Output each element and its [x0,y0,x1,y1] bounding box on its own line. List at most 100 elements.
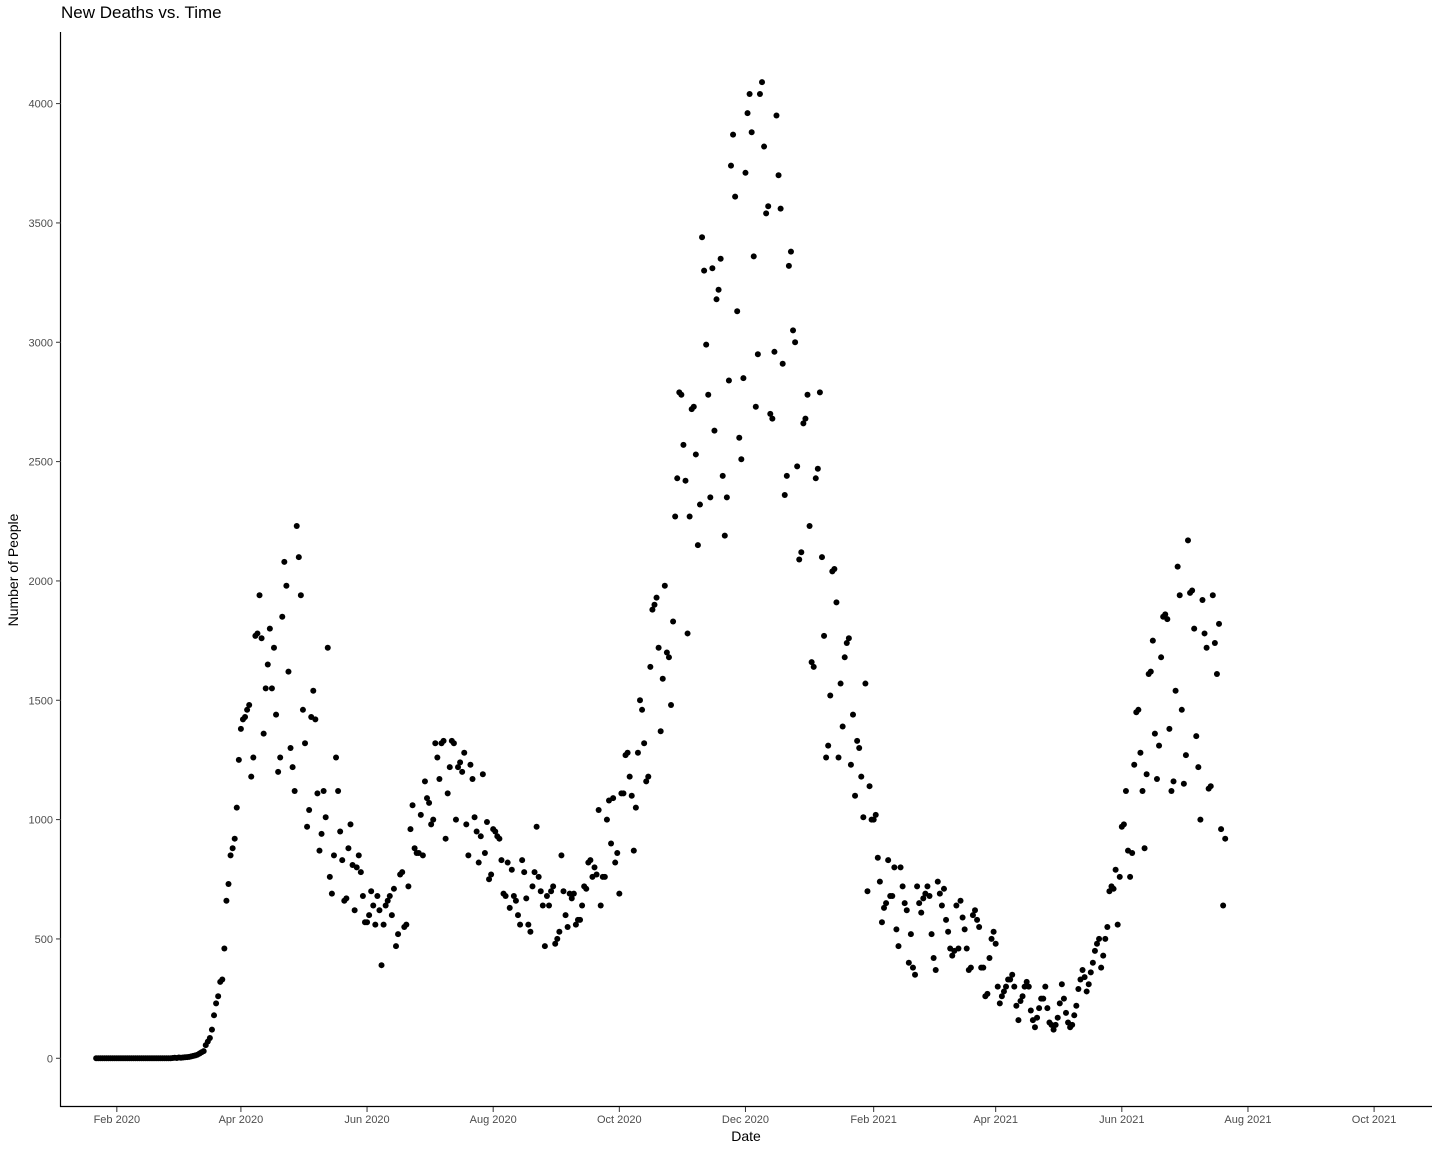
data-point [738,456,745,463]
data-point [854,737,861,744]
data-point [316,847,323,854]
data-point [320,787,327,794]
data-point [345,845,352,852]
data-point [372,921,379,928]
data-point [616,890,623,897]
data-point [577,916,584,923]
data-point [1153,776,1160,783]
data-point [554,935,561,942]
data-point [566,890,573,897]
x-tick-label: Apr 2020 [219,1114,264,1126]
data-point [852,792,859,799]
x-tick-label: Jun 2020 [344,1114,389,1126]
data-point [275,768,282,775]
data-point [496,835,503,842]
data-point [810,663,817,670]
data-point [273,711,280,718]
data-point [287,745,294,751]
data-point [721,532,728,539]
data-point [347,821,354,828]
data-point [703,341,710,348]
data-point [486,876,493,883]
data-point [521,869,528,876]
data-point [864,888,871,895]
data-point [763,210,770,217]
data-point [510,892,517,899]
data-point [1120,821,1127,828]
data-point [804,391,811,398]
data-point [1220,902,1227,909]
data-point [748,129,755,136]
data-point [562,912,569,919]
data-point [823,754,830,761]
y-tick-label: 2000 [29,576,53,588]
data-point [876,878,883,885]
x-tick-label: Aug 2021 [1224,1114,1271,1126]
data-point [1199,597,1206,604]
data-point [368,888,375,895]
data-point [312,716,319,723]
data-point [459,768,466,775]
data-point [517,921,524,928]
x-tick-label: Dec 2020 [722,1114,769,1126]
data-point [1100,952,1107,959]
data-point [304,823,311,830]
data-point [897,864,904,871]
data-point [270,644,277,651]
data-point [1011,983,1018,990]
data-point [765,203,772,210]
data-point [440,737,447,744]
data-point [771,348,778,355]
data-point [1143,771,1150,778]
data-point [479,771,486,778]
data-point [612,859,619,866]
data-point [529,883,536,890]
data-point [775,172,782,179]
data-point [302,740,309,747]
data-point [837,680,844,687]
data-point [930,955,937,962]
data-point [847,761,854,768]
data-point [835,754,842,761]
data-point [395,931,402,938]
data-point [678,391,685,398]
y-axis-title: Number of People [5,513,21,626]
x-tick-label: Feb 2021 [850,1114,896,1126]
data-point [250,754,257,761]
data-point [736,434,743,441]
data-point [1162,611,1169,618]
data-point [806,523,813,530]
data-point [934,878,941,885]
data-point [213,1000,220,1007]
data-point [221,945,228,952]
data-point [682,477,689,484]
data-point [783,472,790,479]
data-point [208,1026,215,1033]
data-point [370,902,377,909]
data-point [1040,995,1047,1002]
y-tick-label: 500 [35,934,53,946]
data-point [916,900,923,907]
data-point [943,916,950,923]
data-point [390,885,397,892]
data-point [233,804,240,811]
y-tick-label: 0 [47,1053,53,1065]
data-point [790,327,797,334]
data-point [972,907,978,914]
data-point [986,955,993,962]
data-point [833,599,840,606]
data-point [591,864,598,871]
data-point [1044,1005,1051,1012]
data-point [1069,1021,1076,1028]
data-point [746,91,753,98]
data-point [343,895,350,902]
data-point [802,415,809,422]
data-point [665,654,672,661]
data-point [266,625,273,632]
data-point [787,248,794,255]
data-point [1007,976,1014,983]
data-point [992,940,999,947]
y-tick-label: 3500 [29,218,53,230]
data-point [237,725,244,732]
data-point [953,902,960,909]
